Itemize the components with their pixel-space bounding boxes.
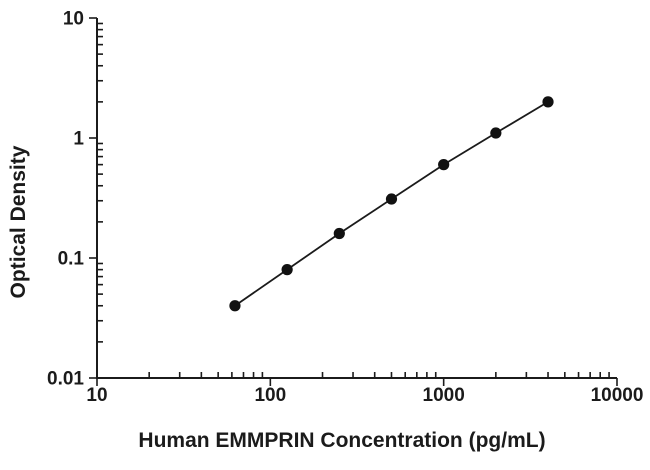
data-point	[385, 193, 398, 205]
y-tick-label: 1	[73, 129, 84, 150]
data-point	[490, 127, 502, 139]
x-axis-title: Human EMMPRIN Concentration (pg/mL)	[138, 429, 546, 452]
x-tick-label: 100	[254, 385, 286, 406]
y-tick-label: 0.01	[47, 369, 84, 390]
axis-spine	[96, 18, 617, 379]
y-tick-label: 0.1	[58, 249, 85, 270]
y-tick-label: 10	[63, 9, 84, 30]
data-point	[229, 300, 241, 312]
data-point	[542, 96, 554, 108]
data-point	[438, 159, 450, 171]
x-tick-label: 10	[86, 385, 107, 406]
data-point	[281, 264, 293, 276]
data-point	[333, 227, 345, 240]
y-axis-title: Optical Density	[7, 145, 30, 299]
x-tick-label: 1000	[423, 385, 465, 406]
x-tick-label: 10000	[591, 385, 644, 406]
